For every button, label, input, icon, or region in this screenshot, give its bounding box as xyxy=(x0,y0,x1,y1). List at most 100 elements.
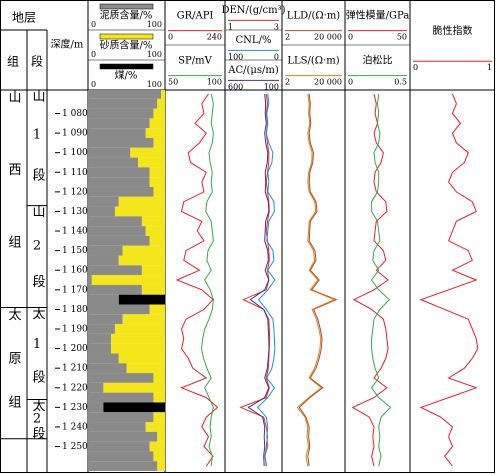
lithology-segment xyxy=(118,353,165,364)
curve-scale-tick: 1 xyxy=(487,63,492,72)
depth-label: 1 130 xyxy=(62,207,88,217)
curve-name: LLD/(Ω·m) xyxy=(287,10,341,21)
legend-swatch xyxy=(99,63,154,70)
depth-label: 1 090 xyxy=(62,129,88,139)
curve-scale-tick: 20 000 xyxy=(314,33,342,42)
lithology-segment xyxy=(88,373,154,383)
log-curve xyxy=(175,93,219,467)
legend-label: 砂质含量/% xyxy=(100,39,153,52)
curve-name: DEN/(g/cm³) xyxy=(221,5,285,16)
lithology-segment xyxy=(88,245,123,256)
lithology-segment xyxy=(130,147,165,158)
lithology-segment xyxy=(88,216,142,227)
lithology-segment xyxy=(88,157,139,168)
lithology-segment xyxy=(141,265,165,276)
member-name: 山2段 xyxy=(30,205,46,309)
lithology-segment xyxy=(118,255,165,266)
lithology-segment xyxy=(138,157,165,168)
curve-scale-tick: 100 xyxy=(264,82,279,91)
lithology-segment xyxy=(88,147,131,158)
lithology-segment xyxy=(88,206,115,217)
curve-scale-tick: 100 xyxy=(228,52,243,61)
lithology-segment xyxy=(111,343,165,354)
lithology-segment xyxy=(153,108,165,119)
lithology-segment xyxy=(126,363,165,374)
lithology-segment xyxy=(88,333,112,344)
depth-label: 1 100 xyxy=(62,148,88,158)
lithology-segment xyxy=(118,294,165,305)
depth-label: 1 170 xyxy=(62,285,88,295)
legend-swatch xyxy=(99,3,154,10)
lithology-segment xyxy=(88,90,162,99)
depth-label: 1 140 xyxy=(62,227,88,237)
lithology-segment xyxy=(141,216,165,227)
lithology-segment xyxy=(88,461,158,472)
curve-scale-tick: 0 xyxy=(413,63,418,72)
lithology-segment xyxy=(161,90,165,99)
lithology-segment xyxy=(88,265,142,276)
log-curve xyxy=(298,93,338,467)
legend-tick: 0 xyxy=(91,80,96,89)
depth-label: 1 230 xyxy=(62,403,88,413)
curve-name: 泊松比 xyxy=(363,53,393,66)
lithology-segment xyxy=(149,304,165,315)
curve-scale-tick: 100 xyxy=(207,78,222,87)
lithology-segment xyxy=(111,333,165,344)
lithology-segment xyxy=(88,167,150,178)
lithology-segment xyxy=(103,402,165,413)
depth-label: 1 250 xyxy=(62,442,88,452)
depth-label: 1 240 xyxy=(62,422,88,432)
lithology-segment xyxy=(153,451,165,462)
lithology-segment xyxy=(157,431,165,442)
lithology-segment xyxy=(149,118,165,129)
depth-label: 1 120 xyxy=(62,187,88,197)
log-curve xyxy=(247,93,270,467)
curve-scale-tick: 2 xyxy=(285,78,290,87)
curve-scale-tick: 50 xyxy=(397,33,407,42)
formation-name: 太原组 xyxy=(6,307,22,438)
lithology-segment xyxy=(153,392,165,403)
lithology-segment xyxy=(145,422,165,432)
lithology-segment xyxy=(88,108,154,119)
depth-header: 深度/m xyxy=(51,38,84,51)
lithology-segment xyxy=(88,314,123,325)
lithology-segment xyxy=(88,128,146,138)
lithology-segment xyxy=(153,186,165,197)
lithology-segment xyxy=(149,235,165,246)
curve-scale-tick: 0 xyxy=(348,78,353,87)
log-curve xyxy=(200,93,214,467)
lithology-segment xyxy=(153,412,165,423)
depth-label: 1 200 xyxy=(62,344,88,354)
lithology-segment xyxy=(122,245,165,256)
lithology-segment xyxy=(88,275,92,285)
curve-name: AC/(μs/m) xyxy=(227,65,279,76)
lithology-segment xyxy=(88,441,150,452)
lithology-segment xyxy=(88,284,142,295)
lithology-segment xyxy=(88,431,158,442)
lithology-segment xyxy=(88,137,154,148)
depth-label: 1 190 xyxy=(62,324,88,334)
member-name: 太2段 xyxy=(30,399,46,441)
lithology-segment xyxy=(88,451,154,462)
legend-tick: 100 xyxy=(147,20,162,29)
lithology-segment xyxy=(114,206,165,217)
strata-header: 地层 xyxy=(12,11,36,25)
lithology-segment xyxy=(88,255,119,266)
lithology-segment xyxy=(149,441,165,452)
curve-name: 脆性指数 xyxy=(433,24,473,37)
lithology-segment xyxy=(88,402,104,413)
formation-header: 组 xyxy=(7,55,19,69)
lithology-segment xyxy=(88,235,150,246)
curve-scale-tick: 600 xyxy=(228,82,243,91)
lithology-segment xyxy=(88,98,158,109)
log-curve xyxy=(351,93,389,467)
lithology-segment xyxy=(153,137,165,148)
legend-tick: 100 xyxy=(147,50,162,59)
depth-label: 1 220 xyxy=(62,383,88,393)
lithology-segment xyxy=(88,324,115,334)
member-name: 山1段 xyxy=(30,89,46,207)
lithology-segment xyxy=(88,118,150,129)
lithology-segment xyxy=(88,304,150,315)
curve-scale-tick: 1 xyxy=(228,22,233,31)
